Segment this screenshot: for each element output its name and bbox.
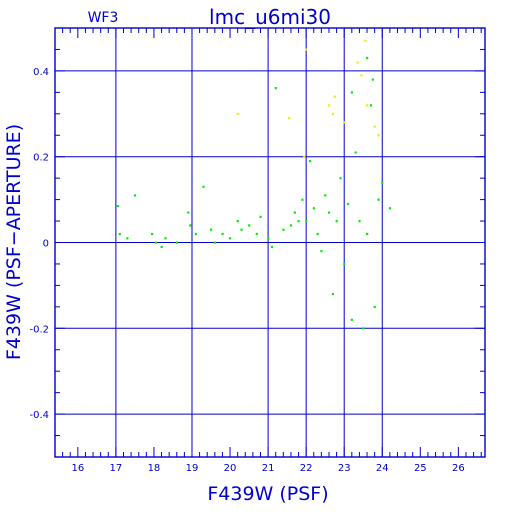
y-tick-label: -0.2 bbox=[29, 324, 49, 335]
data-point bbox=[331, 112, 334, 115]
data-point bbox=[366, 232, 369, 236]
grid-lines bbox=[55, 28, 485, 457]
data-point bbox=[289, 224, 293, 227]
x-tick-label: 20 bbox=[224, 463, 237, 474]
data-point bbox=[366, 104, 369, 107]
data-point bbox=[343, 121, 346, 124]
data-point bbox=[301, 198, 304, 201]
data-point bbox=[373, 305, 376, 309]
data-point bbox=[377, 198, 380, 201]
data-point bbox=[282, 228, 285, 231]
data-point bbox=[331, 292, 334, 296]
data-point bbox=[126, 237, 129, 240]
data-point bbox=[240, 228, 243, 231]
x-tick-label: 17 bbox=[110, 463, 123, 474]
x-tick-label: 26 bbox=[452, 463, 465, 474]
data-point bbox=[118, 232, 121, 236]
data-point bbox=[377, 134, 380, 137]
data-point bbox=[333, 95, 336, 98]
data-point bbox=[221, 232, 224, 236]
data-point bbox=[308, 159, 312, 163]
x-tick-label: 24 bbox=[376, 463, 389, 474]
data-point bbox=[187, 211, 190, 214]
x-tick-label: 23 bbox=[338, 463, 351, 474]
data-point bbox=[202, 185, 205, 188]
plot-frame bbox=[54, 27, 486, 458]
data-point bbox=[350, 318, 354, 321]
data-point bbox=[335, 220, 338, 223]
data-point bbox=[358, 220, 361, 223]
data-point bbox=[369, 104, 373, 107]
data-point bbox=[373, 125, 376, 128]
data-point bbox=[366, 57, 369, 60]
data-point bbox=[274, 87, 277, 90]
data-point bbox=[339, 177, 342, 180]
corner-label: WF3 bbox=[88, 10, 119, 26]
data-point bbox=[343, 262, 346, 266]
x-axis-label: F439W (PSF) bbox=[207, 483, 328, 505]
data-point bbox=[210, 228, 213, 231]
data-point bbox=[194, 232, 197, 236]
data-point bbox=[312, 207, 315, 210]
data-point bbox=[303, 155, 306, 158]
data-point bbox=[364, 39, 367, 43]
data-point bbox=[236, 220, 239, 223]
data-point bbox=[270, 245, 274, 248]
data-point bbox=[354, 151, 357, 154]
data-point bbox=[350, 91, 354, 94]
tick-labels: 16 17 18 19 20 21 22 23 24 25 26 -0.4 -0.2 0 0.2 0.4 bbox=[29, 67, 464, 474]
data-point bbox=[288, 117, 291, 120]
data-point bbox=[305, 48, 308, 51]
data-point bbox=[388, 207, 392, 210]
data-point bbox=[360, 74, 363, 77]
data-point bbox=[267, 237, 270, 240]
data-point bbox=[164, 237, 167, 240]
data-point bbox=[324, 194, 327, 197]
chart-title: lmc_u6mi30 bbox=[209, 5, 331, 29]
x-tick-label: 22 bbox=[300, 463, 313, 474]
data-point bbox=[255, 232, 258, 236]
y-tick-label: 0 bbox=[43, 239, 49, 250]
data-point bbox=[381, 181, 384, 184]
data-point bbox=[259, 215, 262, 218]
x-tick-label: 19 bbox=[186, 463, 199, 474]
data-point bbox=[116, 205, 119, 208]
data-point bbox=[316, 232, 319, 236]
data-point bbox=[160, 245, 163, 248]
x-tick-label: 21 bbox=[262, 463, 275, 474]
data-point bbox=[236, 112, 239, 115]
data-point bbox=[154, 241, 158, 244]
data-point bbox=[297, 220, 300, 223]
data-point bbox=[320, 250, 323, 253]
data-point bbox=[151, 232, 154, 236]
x-tick-label: 18 bbox=[148, 463, 161, 474]
data-point bbox=[371, 78, 374, 81]
x-tick-label: 25 bbox=[414, 463, 427, 474]
data-point bbox=[305, 220, 308, 223]
data-point bbox=[347, 202, 350, 206]
data-point bbox=[293, 211, 296, 214]
data-point bbox=[189, 224, 192, 227]
data-point bbox=[213, 241, 217, 244]
data-point bbox=[327, 211, 331, 214]
data-point bbox=[362, 327, 365, 330]
y-tick-label: 0.2 bbox=[33, 153, 49, 164]
data-point bbox=[356, 61, 359, 64]
data-point bbox=[327, 104, 331, 107]
y-tick-label: -0.4 bbox=[29, 410, 49, 421]
data-point bbox=[229, 237, 232, 240]
data-points bbox=[116, 39, 392, 330]
y-tick-label: 0.4 bbox=[33, 67, 49, 78]
data-point bbox=[248, 224, 251, 227]
data-point bbox=[175, 241, 178, 244]
y-axis-label: F439W (PSF−APERTURE) bbox=[3, 124, 25, 360]
data-point bbox=[133, 194, 137, 197]
x-tick-label: 16 bbox=[71, 463, 84, 474]
